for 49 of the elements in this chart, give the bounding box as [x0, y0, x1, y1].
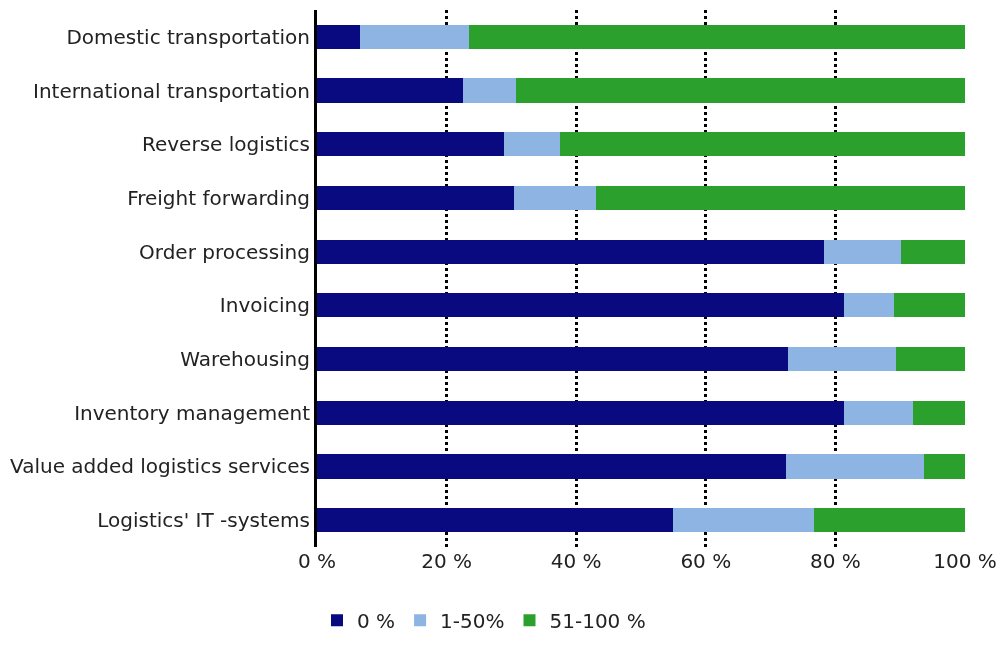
x-tick-label: 40 %	[550, 549, 602, 573]
bar	[596, 185, 965, 211]
bar	[317, 454, 787, 479]
bar	[923, 454, 965, 479]
bar	[513, 185, 597, 211]
bar	[317, 132, 504, 157]
bar	[317, 293, 845, 318]
bar	[463, 78, 516, 103]
y-tick-label: Order processing	[139, 239, 310, 264]
legend-label: 51-100 %	[549, 609, 646, 633]
bar	[317, 78, 464, 103]
x-tick-label: 20 %	[421, 549, 473, 573]
y-tick-label: Invoicing	[219, 293, 310, 318]
y-tick-label: Freight forwarding	[127, 185, 310, 210]
y-tick-label: Warehousing	[180, 347, 310, 372]
bar	[317, 508, 674, 533]
bar	[317, 239, 825, 264]
legend-label: 0 %	[357, 609, 396, 633]
bar	[673, 508, 815, 533]
legend-label: 1-50%	[440, 609, 505, 633]
y-tick-label: Inventory management	[74, 400, 311, 425]
x-tick-label: 0 %	[297, 549, 337, 573]
bar	[844, 293, 895, 318]
y-tick-label: Value added logistics services	[10, 454, 310, 479]
bar	[468, 24, 965, 49]
bar	[814, 508, 965, 533]
bar	[560, 132, 965, 157]
y-tick-label: Logistics' IT -systems	[97, 508, 310, 533]
bar	[503, 132, 560, 157]
x-tick-label: 80 %	[809, 549, 861, 573]
y-tick-label: International transportation	[33, 78, 310, 103]
bar	[515, 78, 965, 103]
bar	[317, 185, 514, 211]
y-tick-label: Domestic transportation	[66, 24, 310, 49]
bar	[843, 400, 914, 425]
bar	[913, 400, 965, 425]
x-tick-label: 60 %	[680, 549, 732, 573]
bar	[896, 346, 965, 372]
bar	[317, 400, 844, 425]
bar	[317, 24, 360, 49]
bar	[824, 239, 901, 264]
bar	[788, 346, 897, 372]
x-tick-label: 100 %	[933, 549, 997, 573]
bar	[317, 346, 789, 372]
bar	[900, 239, 965, 264]
bar	[786, 454, 924, 479]
bar	[359, 24, 469, 49]
bar	[894, 293, 965, 318]
y-tick-label: Reverse logistics	[141, 132, 310, 157]
